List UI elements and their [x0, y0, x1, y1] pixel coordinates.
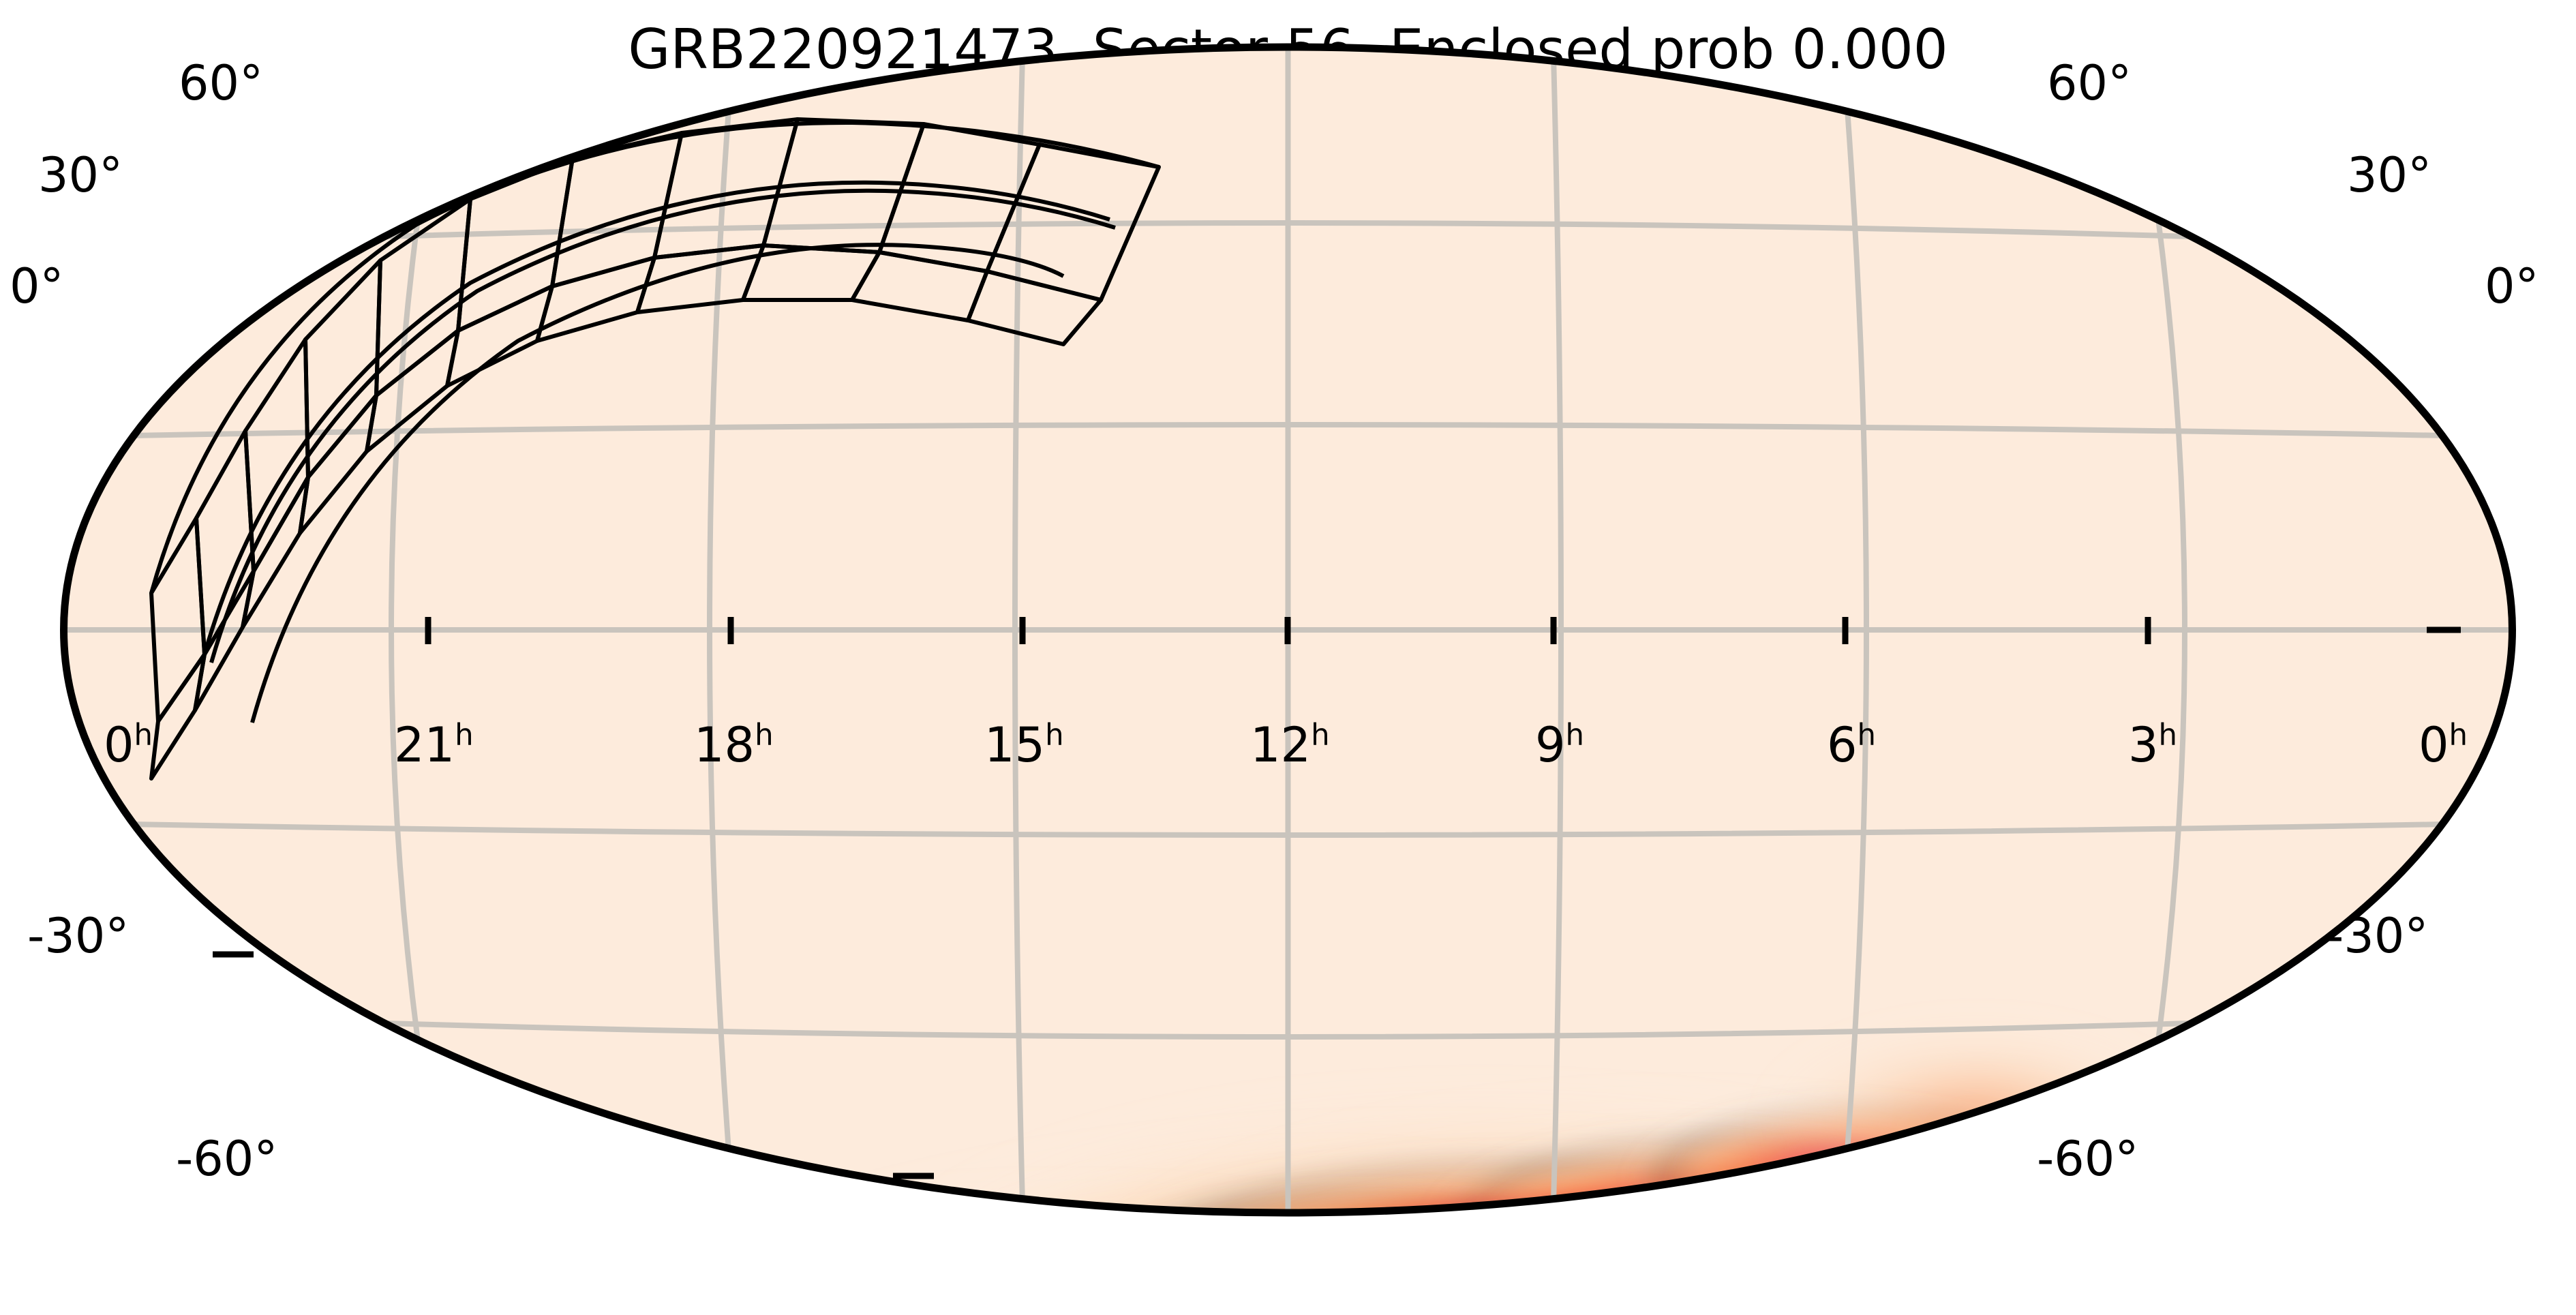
ra-label-12h: 12h [1250, 721, 1330, 769]
ra-label-0h-left: 0h [104, 721, 153, 769]
ra-label-6h-unit: h [1857, 718, 1877, 753]
ra-label-0h-right-value: 0 [2419, 717, 2449, 773]
dec-label-left-60: 60° [179, 55, 264, 111]
dec-label-right-30: 30° [2347, 147, 2432, 203]
ra-label-9h-value: 9 [1535, 717, 1566, 773]
ra-label-3h: 3h [2128, 721, 2177, 769]
ra-label-15h-value: 15 [984, 717, 1046, 773]
projection-boundary [60, 43, 2516, 1217]
ra-label-21h-unit: h [455, 718, 474, 753]
ra-label-9h: 9h [1535, 721, 1584, 769]
ra-label-3h-value: 3 [2128, 717, 2159, 773]
ra-label-21h: 21h [394, 721, 474, 769]
ra-label-12h-value: 12 [1250, 717, 1312, 773]
ra-label-18h-unit: h [755, 718, 774, 753]
ra-label-0h-left-value: 0 [104, 717, 134, 773]
ra-label-0h-right: 0h [2419, 721, 2468, 769]
ra-label-0h-left-unit: h [134, 718, 153, 753]
ra-label-12h-unit: h [1311, 718, 1330, 753]
ra-label-6h: 6h [1827, 721, 1876, 769]
dec-label-right-minus60: -60° [2037, 1131, 2139, 1187]
ra-label-15h-unit: h [1045, 718, 1064, 753]
ra-label-18h-value: 18 [694, 717, 755, 773]
dec-label-right-60: 60° [2047, 55, 2132, 111]
dec-label-left-minus60: -60° [176, 1131, 278, 1187]
ra-label-18h: 18h [694, 721, 774, 769]
ra-label-9h-unit: h [1565, 718, 1585, 753]
dec-label-left-30: 30° [38, 147, 123, 203]
dec-label-left-minus30: -30° [27, 908, 130, 964]
axis-ticks [213, 617, 2461, 1179]
ra-label-21h-value: 21 [394, 717, 455, 773]
dec-label-left-0: 0° [10, 258, 64, 314]
ra-label-15h: 15h [984, 721, 1064, 769]
graticule-meridians [389, 47, 2187, 1213]
ra-label-3h-unit: h [2158, 718, 2178, 753]
dec-label-right-minus30: -30° [2327, 908, 2429, 964]
dec-label-right-0: 0° [2485, 258, 2539, 314]
tess-footprint-outline [149, 117, 1161, 781]
ra-label-6h-value: 6 [1827, 717, 1858, 773]
ra-label-0h-right-unit: h [2449, 718, 2468, 753]
